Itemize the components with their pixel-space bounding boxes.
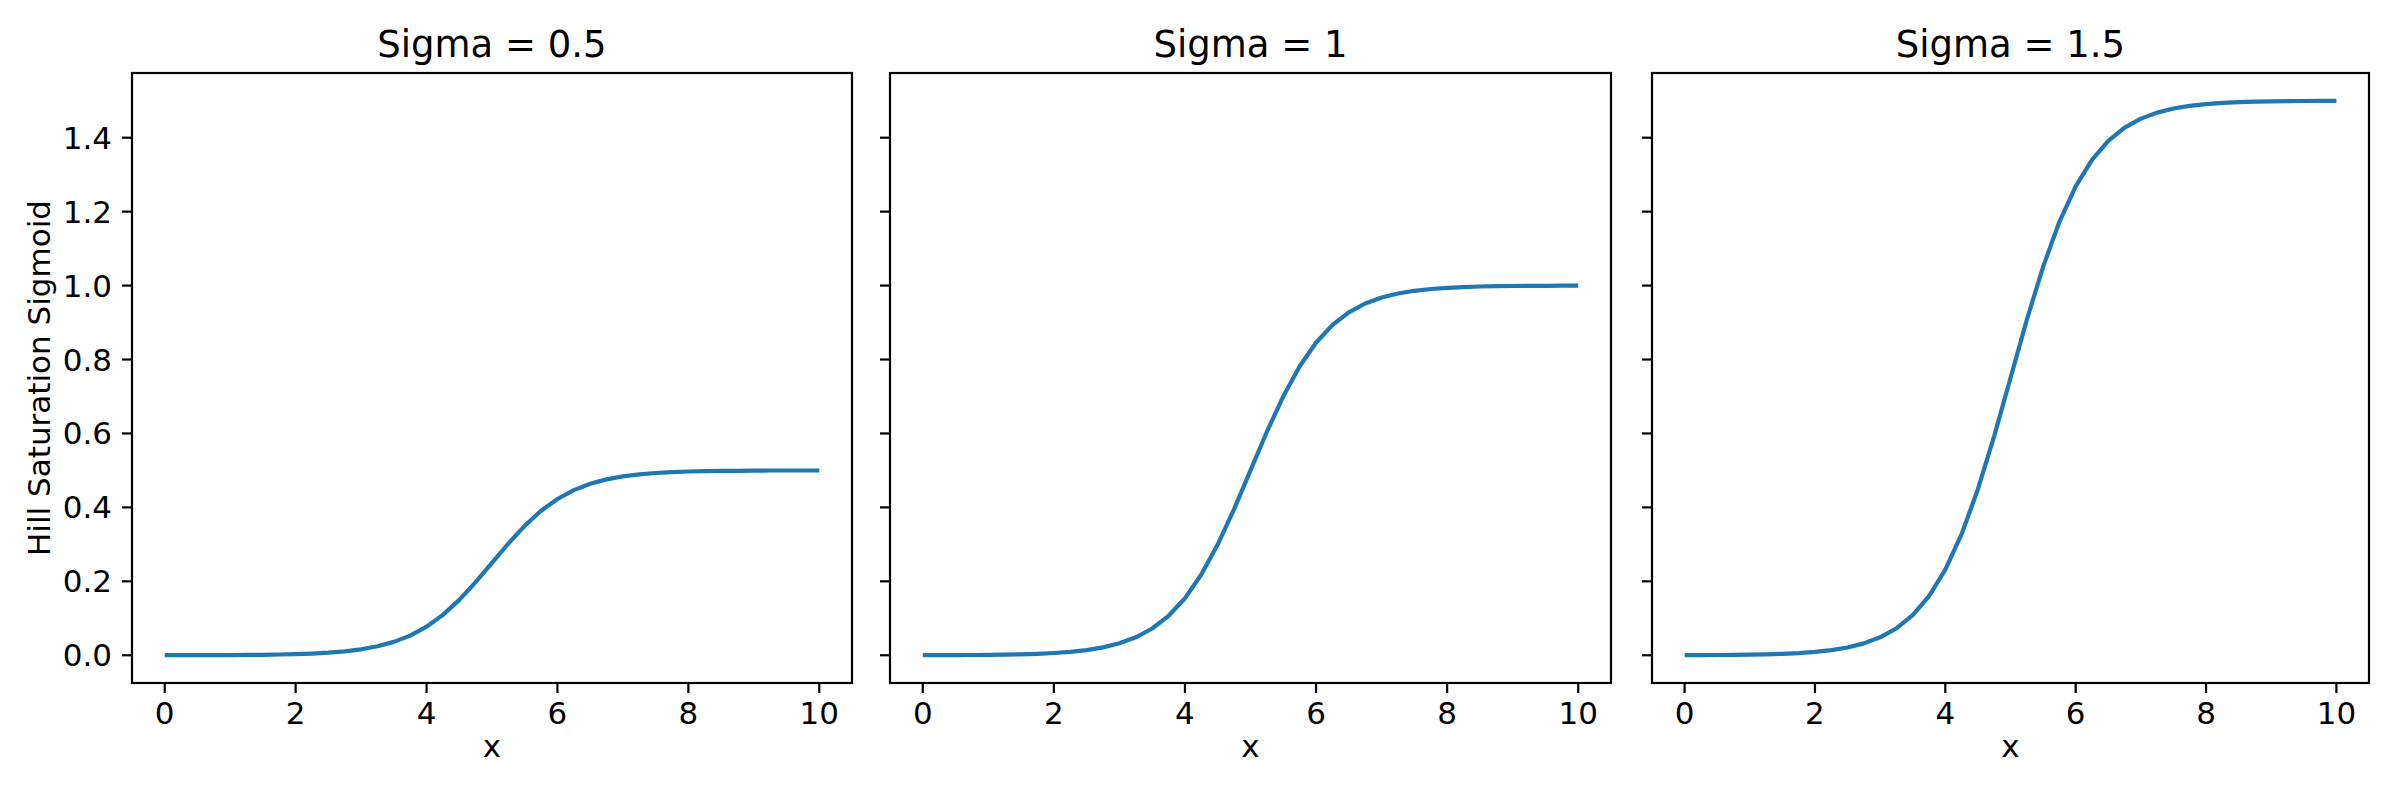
x-tick-label: 4 — [417, 695, 437, 731]
x-tick-label: 10 — [1559, 695, 1598, 731]
y-tick-label: 0.4 — [63, 489, 112, 525]
plot-frame — [132, 73, 852, 683]
y-tick-label: 0.2 — [63, 563, 112, 599]
subplot-title: Sigma = 1.5 — [1896, 23, 2125, 66]
x-tick-label: 6 — [1306, 695, 1326, 731]
subplot-sigma-0-5: 0 2 4 6 8 10 0.0 0.2 0.4 0.6 0.8 1.0 1.2 1.4 — [63, 73, 852, 731]
x-tick-label: 0 — [913, 695, 933, 731]
y-tick-label: 0.0 — [63, 637, 112, 673]
subplot-sigma-1-5: 0 2 4 6 8 10 — [1642, 73, 2369, 731]
x-axis-label: x — [483, 728, 501, 764]
x-tick-label: 4 — [1175, 695, 1195, 731]
x-tick-label: 0 — [1675, 695, 1695, 731]
x-tick-label: 2 — [1044, 695, 1064, 731]
y-axis-label: Hill Saturation Sigmoid — [21, 200, 57, 556]
x-tick-label: 8 — [2196, 695, 2216, 731]
x-axis-label: x — [2001, 728, 2019, 764]
x-tick-label: 10 — [2317, 695, 2356, 731]
y-tick-label: 1.2 — [63, 194, 112, 230]
x-tick-label: 4 — [1935, 695, 1955, 731]
x-tick-label: 6 — [548, 695, 568, 731]
plot-frame — [890, 73, 1611, 683]
figure: 02468100.00.20.40.60.81.01.21.4 0246810 … — [0, 0, 2400, 800]
x-tick-label: 0 — [155, 695, 175, 731]
subplot-title: Sigma = 0.5 — [377, 23, 606, 66]
subplot-sigma-1: 0 2 4 6 8 10 — [880, 73, 1611, 731]
x-tick-label: 8 — [678, 695, 698, 731]
x-tick-label: 2 — [286, 695, 306, 731]
x-tick-label: 2 — [1805, 695, 1825, 731]
x-tick-label: 8 — [1437, 695, 1457, 731]
sigmoid-curve — [165, 471, 820, 656]
y-tick-label: 1.4 — [63, 120, 112, 156]
y-tick-label: 0.8 — [63, 342, 112, 378]
x-tick-label: 6 — [2066, 695, 2086, 731]
subplot-title: Sigma = 1 — [1153, 23, 1347, 66]
sigmoid-curve — [923, 286, 1578, 656]
x-tick-label: 10 — [800, 695, 839, 731]
y-tick-label: 0.6 — [63, 415, 112, 451]
figure-canvas: 02468100.00.20.40.60.81.01.21.4 0246810 … — [0, 0, 2400, 800]
x-axis-label: x — [1241, 728, 1259, 764]
y-tick-label: 1.0 — [63, 268, 112, 304]
sigmoid-curve — [1685, 101, 2337, 655]
